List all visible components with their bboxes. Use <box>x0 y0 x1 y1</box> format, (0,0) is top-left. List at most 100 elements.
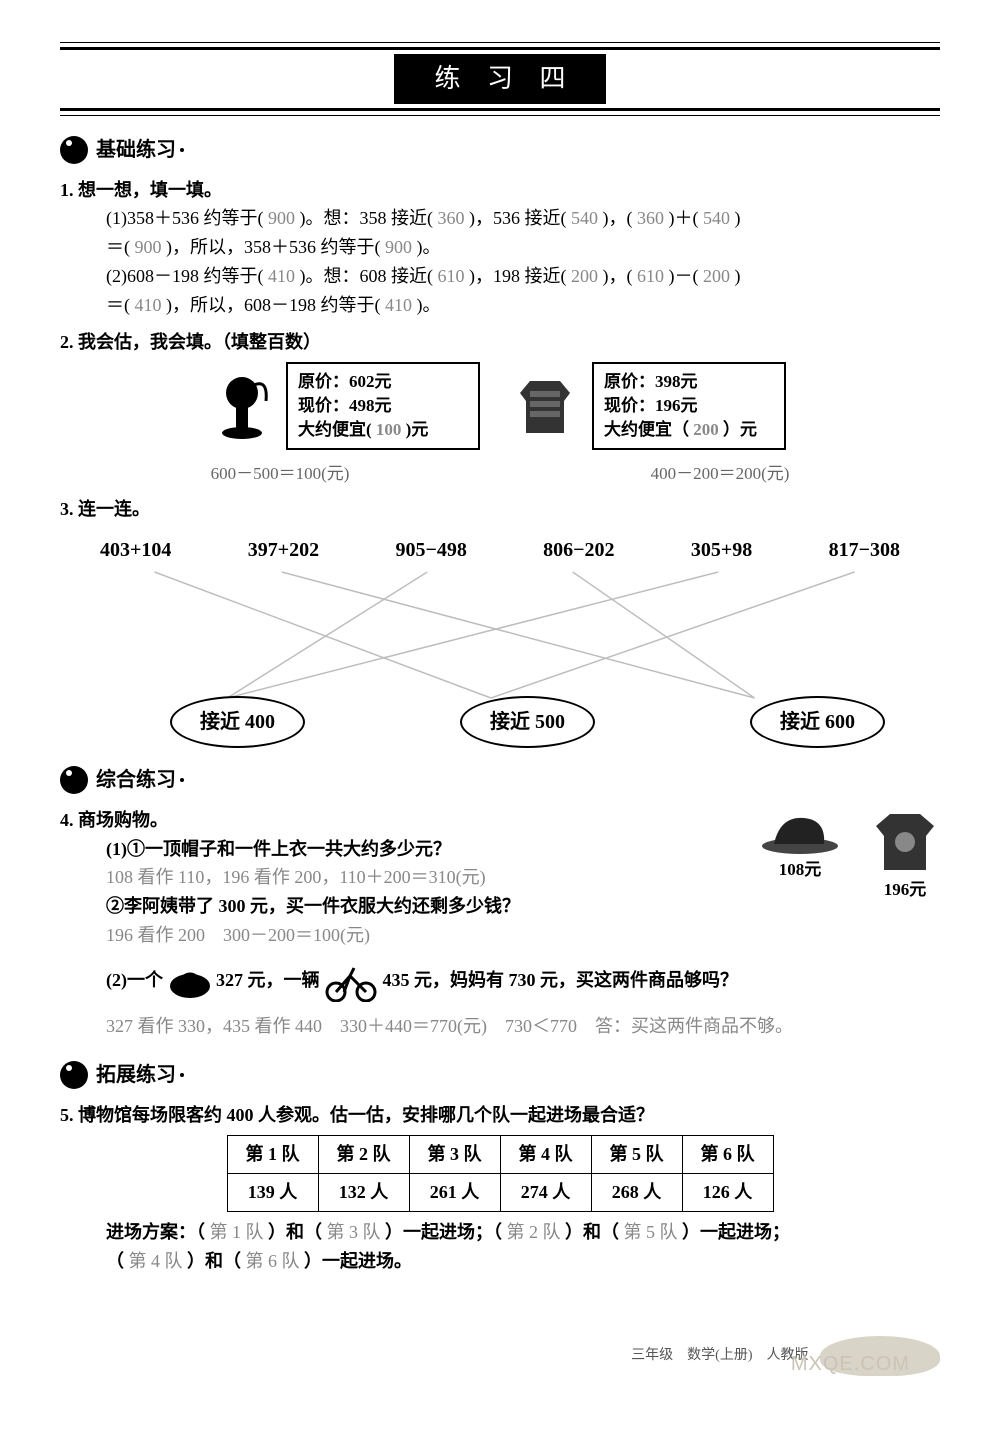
hat-icon <box>760 806 840 856</box>
orig-price: 原价：602元 <box>298 370 468 394</box>
section-comprehensive: 综合练习 <box>60 764 940 796</box>
table-cell: 126 人 <box>682 1174 773 1212</box>
tshirt-icon <box>870 806 940 876</box>
question-2: 2. 我会估，我会填。（填整百数） 原价：602元 现价：498元 大约便宜( … <box>60 328 940 487</box>
q3-number: 3. <box>60 499 78 519</box>
table-header: 第 2 队 <box>318 1136 409 1174</box>
approx-blank: 200 <box>693 420 719 439</box>
table-header: 第 1 队 <box>227 1136 318 1174</box>
q3-diagram: 接近 400 接近 500 接近 600 <box>100 566 900 746</box>
q1-part1: (1)358＋536 约等于( 900 )。想：358 接近( 360 )，53… <box>106 204 940 262</box>
page-title: 练 习 四 <box>394 54 605 104</box>
q4-answer: 327 看作 330，435 看作 440 330＋440＝770(元) 730… <box>106 1012 940 1041</box>
title-bar: 练 习 四 <box>60 54 940 104</box>
section-comp-label: 综合练习 <box>96 764 176 796</box>
q1-blank: 360 <box>437 208 464 228</box>
bullet-icon <box>60 1061 88 1089</box>
q1-blank: 610 <box>437 266 464 286</box>
target-oval: 接近 500 <box>460 696 595 748</box>
rule-bottom-thick <box>60 108 940 111</box>
q2-products: 原价：602元 现价：498元 大约便宜( 100 )元 原价：398元 现价：… <box>60 362 940 449</box>
dot-icon <box>180 1073 184 1077</box>
q5-blank: 第 4 队 <box>129 1251 183 1271</box>
shirt-price: 196元 <box>870 876 940 903</box>
section-extension: 拓展练习 <box>60 1059 940 1091</box>
page-footer: 三年级 数学(上册) 人教版 MXQE.COM <box>60 1336 940 1376</box>
table-row: 139 人 132 人 261 人 274 人 268 人 126 人 <box>227 1174 773 1212</box>
question-5: 5. 博物馆每场限客约 400 人参观。估一估，安排哪几个队一起进场最合适？ 第… <box>60 1101 940 1276</box>
q4-title: 商场购物。 <box>78 810 168 830</box>
orig-price: 原价：398元 <box>604 370 774 394</box>
q1-blank: 540 <box>703 208 730 228</box>
bullet-icon <box>60 136 88 164</box>
hat-price: 108元 <box>760 856 840 883</box>
dot-icon <box>180 148 184 152</box>
q5-blank: 第 6 队 <box>246 1251 300 1271</box>
rule-bottom-thin <box>60 115 940 116</box>
sweater-icon <box>510 371 580 441</box>
expr: 305+98 <box>691 534 752 566</box>
section-basic: 基础练习 <box>60 134 940 166</box>
q5-blank: 第 2 队 <box>507 1222 561 1242</box>
q4-sub-question: ②李阿姨带了 300 元，买一件衣服大约还剩多少钱？ <box>106 896 520 916</box>
calc-note: 400－200＝200(元) <box>651 460 790 487</box>
q5-plan: 进场方案：（ 第 1 队 ）和（ 第 3 队 ）一起进场；（ 第 2 队 ）和（… <box>106 1218 940 1276</box>
price-box-2: 原价：398元 现价：196元 大约便宜（ 200 ）元 <box>592 362 786 449</box>
q1-blank: 900 <box>385 237 412 257</box>
dot-icon <box>180 778 184 782</box>
table-cell: 261 人 <box>409 1174 500 1212</box>
table-header: 第 4 队 <box>500 1136 591 1174</box>
expr: 397+202 <box>248 534 319 566</box>
q1-blank: 900 <box>268 208 295 228</box>
question-3: 3. 连一连。 403+104 397+202 905−498 806−202 … <box>60 495 940 746</box>
table-header: 第 6 队 <box>682 1136 773 1174</box>
footer-text: 三年级 数学(上册) 人教版 <box>631 1348 808 1363</box>
q4-sub-question: (1)①一顶帽子和一件上衣一共大约多少元？ <box>106 839 451 859</box>
approx-blank: 100 <box>376 420 402 439</box>
table-cell: 139 人 <box>227 1174 318 1212</box>
q3-exprs: 403+104 397+202 905−498 806−202 305+98 8… <box>100 534 900 566</box>
q5-blank: 第 1 队 <box>210 1222 264 1242</box>
vacuum-icon <box>214 371 274 441</box>
table-header: 第 3 队 <box>409 1136 500 1174</box>
target-oval: 接近 600 <box>750 696 885 748</box>
q2-title: 我会估，我会填。（填整百数） <box>78 332 321 352</box>
shirt-figure: 196元 <box>870 806 940 903</box>
q5-blank: 第 3 队 <box>327 1222 381 1242</box>
q1-title: 想一想，填一填。 <box>78 180 222 200</box>
q5-blank: 第 5 队 <box>624 1222 678 1242</box>
q2-calcs: 600－500＝100(元) 400－200＝200(元) <box>60 456 940 487</box>
table-cell: 132 人 <box>318 1174 409 1212</box>
q1-blank: 410 <box>268 266 295 286</box>
table-cell: 274 人 <box>500 1174 591 1212</box>
now-price: 现价：196元 <box>604 394 774 418</box>
q1-blank: 200 <box>703 266 730 286</box>
watermark: MXQE.COM <box>791 1348 910 1380</box>
hat-figure: 108元 <box>760 806 840 903</box>
q4-figures: 108元 196元 <box>760 806 940 903</box>
q5-table: 第 1 队 第 2 队 第 3 队 第 4 队 第 5 队 第 6 队 139 … <box>227 1135 774 1212</box>
q4-number: 4. <box>60 810 78 830</box>
section-basic-label: 基础练习 <box>96 134 176 166</box>
q1-blank: 200 <box>571 266 598 286</box>
q1-blank: 540 <box>571 208 598 228</box>
q1-blank: 410 <box>135 295 162 315</box>
expr: 806−202 <box>543 534 614 566</box>
q2-item1: 原价：602元 现价：498元 大约便宜( 100 )元 <box>214 362 480 449</box>
q4-answer: 196 看作 200 300－200＝100(元) <box>106 921 940 950</box>
question-1: 1. 想一想，填一填。 (1)358＋536 约等于( 900 )。想：358 … <box>60 176 940 320</box>
q1-blank: 610 <box>637 266 664 286</box>
price-box-1: 原价：602元 现价：498元 大约便宜( 100 )元 <box>286 362 480 449</box>
q1-part2: (2)608－198 约等于( 410 )。想：608 接近( 610 )，19… <box>106 262 940 320</box>
q1-blank: 360 <box>637 208 664 228</box>
question-4: 4. 商场购物。 108元 196元 (1)①一顶帽子和一件上衣一共大约多少元？… <box>60 806 940 1041</box>
q3-title: 连一连。 <box>78 499 150 519</box>
q2-number: 2. <box>60 332 78 352</box>
calc-note: 600－500＝100(元) <box>211 460 350 487</box>
bicycle-icon <box>324 962 378 1002</box>
expr: 817−308 <box>829 534 900 566</box>
rule-top-thick <box>60 47 940 50</box>
table-header: 第 5 队 <box>591 1136 682 1174</box>
section-ext-label: 拓展练习 <box>96 1059 176 1091</box>
q4-p2: (2)一个 327 元，一辆 435 元，妈妈有 730 元，买这两件商品够吗？… <box>106 962 940 1041</box>
